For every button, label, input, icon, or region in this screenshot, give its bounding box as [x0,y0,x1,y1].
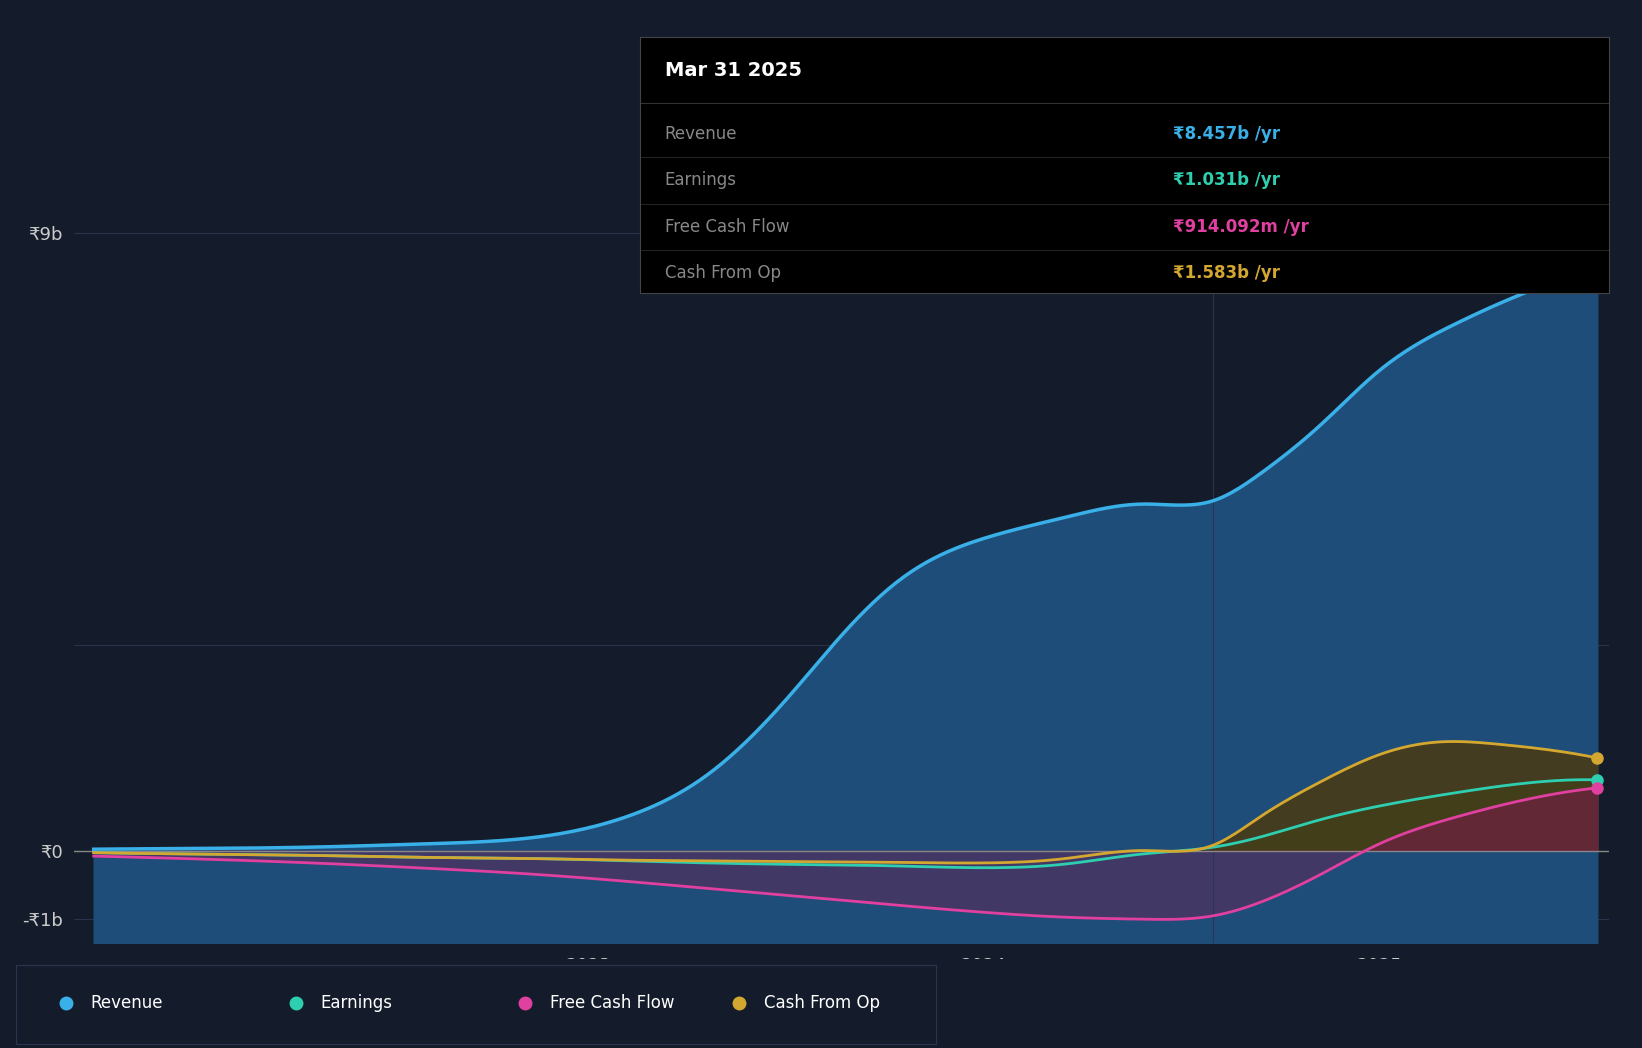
Text: Free Cash Flow: Free Cash Flow [550,995,675,1012]
Text: Free Cash Flow: Free Cash Flow [665,218,790,236]
Text: Revenue: Revenue [90,995,163,1012]
Text: Cash From Op: Cash From Op [665,264,780,282]
Text: Past: Past [1222,259,1266,277]
Text: ₹914.092m /yr: ₹914.092m /yr [1174,218,1309,236]
Text: ₹8.457b /yr: ₹8.457b /yr [1174,126,1281,144]
Text: Earnings: Earnings [665,172,737,190]
Text: Cash From Op: Cash From Op [764,995,880,1012]
Text: Revenue: Revenue [665,126,737,144]
Text: ₹1.583b /yr: ₹1.583b /yr [1174,264,1281,282]
Text: ₹1.031b /yr: ₹1.031b /yr [1174,172,1281,190]
Text: Earnings: Earnings [320,995,392,1012]
Text: Mar 31 2025: Mar 31 2025 [665,61,801,80]
